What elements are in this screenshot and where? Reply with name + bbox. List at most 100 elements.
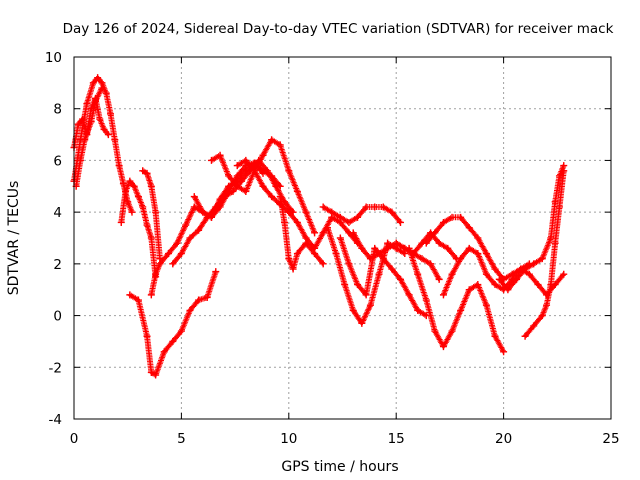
data-point <box>388 265 396 273</box>
data-point <box>504 286 512 294</box>
data-point <box>396 275 404 283</box>
data-point <box>474 281 482 289</box>
data-point <box>414 270 422 278</box>
data-point <box>358 319 366 327</box>
data-point <box>195 226 203 234</box>
data-point <box>319 260 327 268</box>
y-axis-label: SDTVAR / TECUs <box>6 181 22 296</box>
data-point <box>128 208 136 216</box>
data-point <box>311 229 319 237</box>
data-point <box>111 136 119 144</box>
data-point <box>525 270 533 278</box>
data-point <box>354 281 362 289</box>
data-point <box>169 337 177 345</box>
data-point <box>107 110 115 118</box>
plot-frame <box>73 56 612 420</box>
data-point <box>293 218 301 226</box>
data-point <box>94 74 102 82</box>
data-point <box>259 182 267 190</box>
series-arc-8 <box>126 268 220 379</box>
series-arc-5 <box>139 167 164 263</box>
data-point <box>457 255 465 263</box>
data-point <box>293 187 301 195</box>
data-point <box>259 151 267 159</box>
data-point <box>448 327 456 335</box>
data-point <box>392 239 400 247</box>
data-point <box>268 193 276 201</box>
data-point <box>173 239 181 247</box>
data-point <box>530 260 538 268</box>
data-point <box>495 275 503 283</box>
data-point <box>362 291 370 299</box>
data-point <box>431 327 439 335</box>
data-point <box>76 156 84 164</box>
data-point <box>405 291 413 299</box>
data-point <box>233 162 241 170</box>
axis-ticks: 0 5 10 15 20 25 -4 -2 0 2 4 6 8 10 <box>45 50 620 447</box>
data-point <box>405 244 413 252</box>
data-point <box>491 332 499 340</box>
series-line <box>234 157 361 252</box>
data-point <box>74 120 82 128</box>
series-arc-12 <box>276 193 327 273</box>
series-line <box>126 268 219 378</box>
data-point <box>207 213 215 221</box>
series-arc-3 <box>72 84 106 190</box>
y-tick-label: 2 <box>53 257 62 273</box>
data-point <box>422 239 430 247</box>
data-point <box>465 224 473 232</box>
data-point <box>143 169 151 177</box>
data-point <box>448 213 456 221</box>
series-line <box>320 203 404 226</box>
series-arc-10 <box>207 136 319 237</box>
data-point <box>396 218 404 226</box>
y-tick-label: -2 <box>49 360 62 376</box>
data-point <box>543 301 551 309</box>
data-point <box>242 187 250 195</box>
data-point <box>259 167 267 175</box>
data-point <box>555 203 563 211</box>
data-point <box>500 348 508 356</box>
y-tick-label: 8 <box>53 102 62 118</box>
data-point <box>444 244 452 252</box>
data-point <box>332 250 340 258</box>
data-point <box>560 270 568 278</box>
data-point <box>186 234 194 242</box>
y-tick-label: 10 <box>45 50 62 66</box>
data-point <box>491 281 499 289</box>
data-point <box>375 270 383 278</box>
series-arc-9 <box>190 159 284 221</box>
data-point <box>418 255 426 263</box>
x-axis-label: GPS time / hours <box>281 459 398 475</box>
data-point <box>551 239 559 247</box>
data-point <box>375 250 383 258</box>
data-point <box>289 265 297 273</box>
data-point <box>366 301 374 309</box>
data-point <box>96 115 104 123</box>
data-point <box>177 250 185 258</box>
data-point <box>448 270 456 278</box>
data-point <box>474 250 482 258</box>
data-point <box>233 172 241 180</box>
data-point <box>302 208 310 216</box>
data-point <box>349 229 357 237</box>
x-tick-label: 5 <box>177 431 186 447</box>
data-point <box>285 167 293 175</box>
data-point <box>521 265 529 273</box>
data-point <box>285 208 293 216</box>
data-point <box>293 250 301 258</box>
y-tick-label: 0 <box>53 309 62 325</box>
data-point <box>216 151 224 159</box>
data-point <box>139 203 147 211</box>
data-point <box>169 260 177 268</box>
data-point <box>388 208 396 216</box>
data-point <box>482 250 490 258</box>
data-point <box>250 159 258 167</box>
data-point <box>371 244 379 252</box>
data-point <box>117 218 125 226</box>
data-point <box>242 156 250 164</box>
data-point <box>207 156 215 164</box>
data-point <box>147 368 155 376</box>
data-point <box>276 182 284 190</box>
